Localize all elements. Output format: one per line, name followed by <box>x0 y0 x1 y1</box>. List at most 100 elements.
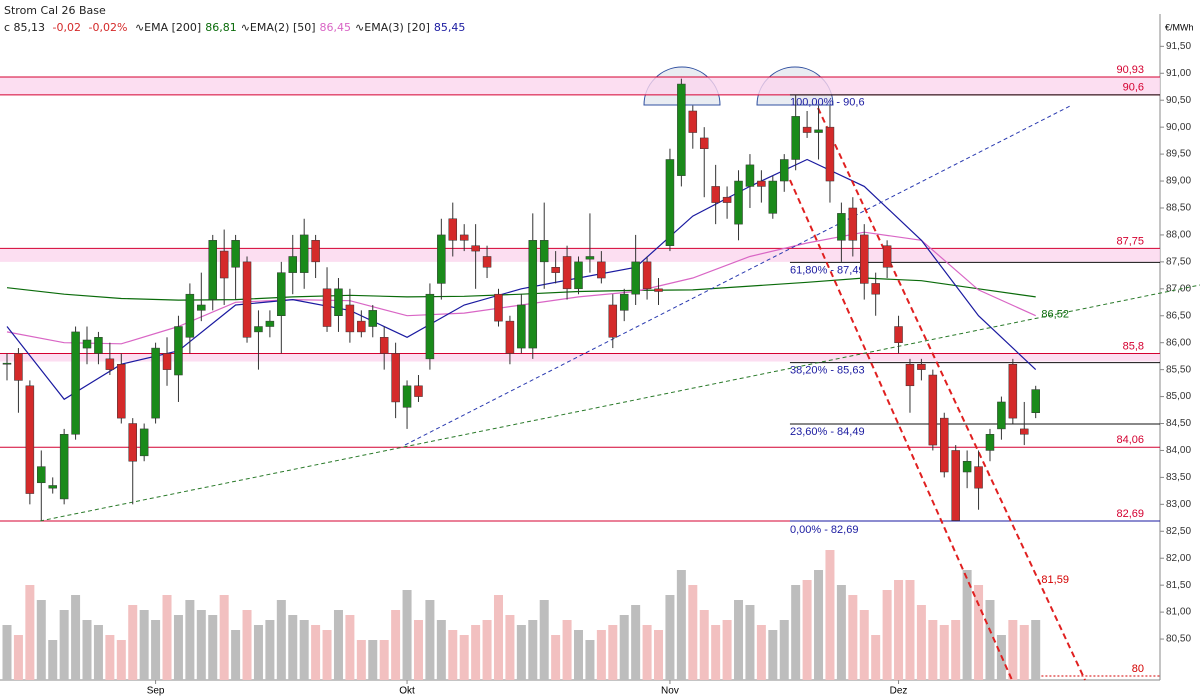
candle-body <box>219 250 229 279</box>
volume-bar <box>368 640 378 680</box>
volume-bar <box>459 635 469 680</box>
volume-bar <box>562 620 572 680</box>
volume-bar <box>516 625 526 680</box>
volume-bar <box>116 640 126 680</box>
candle-body <box>162 353 172 370</box>
candle-body <box>357 320 366 333</box>
candle-body <box>985 434 995 451</box>
candle-body <box>139 428 149 457</box>
candle-body <box>882 245 892 268</box>
volume-bar <box>985 600 995 680</box>
volume-bar <box>208 615 218 680</box>
volume-bar <box>151 620 161 680</box>
candle-body <box>837 213 846 241</box>
candle-body <box>711 186 720 203</box>
volume-bar <box>276 600 286 680</box>
volume-bar <box>642 625 652 680</box>
volume-bar <box>722 620 732 680</box>
candle-body <box>277 272 286 316</box>
candle-body <box>974 466 983 489</box>
volume-bar <box>676 570 686 680</box>
candle-body <box>299 234 309 273</box>
candle-body <box>539 240 549 263</box>
unit-label: €/MWh <box>1165 22 1194 32</box>
indicator-value: 85,45 <box>433 21 466 34</box>
y-tick-label: 81,50 <box>1166 580 1191 591</box>
volume-bar <box>402 590 412 680</box>
candle-body <box>471 245 480 252</box>
candle-body <box>905 363 915 387</box>
volume-bar <box>859 610 869 680</box>
volume-bar <box>791 585 801 680</box>
candle-body <box>59 434 69 500</box>
volume-bar <box>356 640 366 680</box>
candle-body <box>528 240 538 349</box>
volume-bar <box>962 570 972 680</box>
volume-bar <box>82 620 92 680</box>
candle-body <box>174 326 183 376</box>
volume-bar <box>654 630 664 680</box>
candle-body <box>802 126 812 133</box>
volume-bar <box>391 610 401 680</box>
level-label: 82,69 <box>1116 508 1144 520</box>
candle-body <box>551 267 560 273</box>
candle-body <box>962 460 972 473</box>
candle-body <box>917 363 926 370</box>
volume-bar <box>36 600 46 680</box>
candle-body <box>585 256 595 260</box>
volume-bar <box>333 610 343 680</box>
fib-label: 23,60% - 84,49 <box>790 426 865 438</box>
candle-body <box>825 126 835 182</box>
volume-bar <box>871 635 881 680</box>
candle-body <box>768 180 778 214</box>
indicator-value: 86,81 <box>205 21 237 34</box>
level-label: 87,75 <box>1116 235 1144 247</box>
candle-body <box>688 110 698 133</box>
volume-bar <box>688 585 698 680</box>
quote-change-pct: -0,02% <box>88 21 128 34</box>
quote-line: c 85,13 -0,02 -0,02% ∿EMA [200] 86,81 ∿EMA… <box>4 19 473 36</box>
y-tick-label: 84,00 <box>1166 445 1191 456</box>
volume-bar <box>916 605 926 680</box>
candle-body <box>562 256 572 290</box>
fib-label: 38,20% - 85,63 <box>790 365 865 377</box>
candle-body <box>414 385 423 397</box>
candle-body <box>402 385 412 408</box>
volume-bar <box>551 635 561 680</box>
volume-bar <box>619 615 629 680</box>
volume-bar <box>539 600 549 680</box>
volume-bar <box>768 630 778 680</box>
candle-body <box>779 159 789 182</box>
volume-bar <box>665 595 675 680</box>
candle-body <box>345 304 355 333</box>
volume-bar <box>425 600 435 680</box>
volume-bar <box>413 620 423 680</box>
candle-body <box>894 326 903 343</box>
volume-bar <box>219 595 229 680</box>
y-tick-label: 85,00 <box>1166 391 1191 402</box>
candle-body <box>128 423 137 462</box>
volume-bar <box>745 605 755 680</box>
volume-bar <box>25 585 35 680</box>
volume-bar <box>836 585 846 680</box>
y-tick-label: 82,00 <box>1166 553 1191 564</box>
candle-body <box>997 401 1006 430</box>
candle-body <box>871 283 880 295</box>
candle-body <box>425 293 435 360</box>
y-tick-label: 80,50 <box>1166 634 1191 645</box>
level-label: 90,93 <box>1116 64 1144 76</box>
candle-body <box>14 353 23 381</box>
header: Strom Cal 26 Base c 85,13 -0,02 -0,02% ∿… <box>4 2 473 36</box>
y-tick-label: 89,00 <box>1166 176 1191 187</box>
volume-bar <box>894 580 904 680</box>
fib-label: 61,80% - 87,49 <box>790 264 865 276</box>
candle-body <box>745 164 755 187</box>
candle-body <box>631 261 640 295</box>
y-tick-label: 90,00 <box>1166 122 1191 133</box>
volume-bar <box>253 625 263 680</box>
volume-bar <box>905 580 915 680</box>
trend-lines <box>39 104 1200 681</box>
volume-bar <box>951 620 961 680</box>
candle-body <box>940 417 949 473</box>
candle-body <box>848 207 858 241</box>
